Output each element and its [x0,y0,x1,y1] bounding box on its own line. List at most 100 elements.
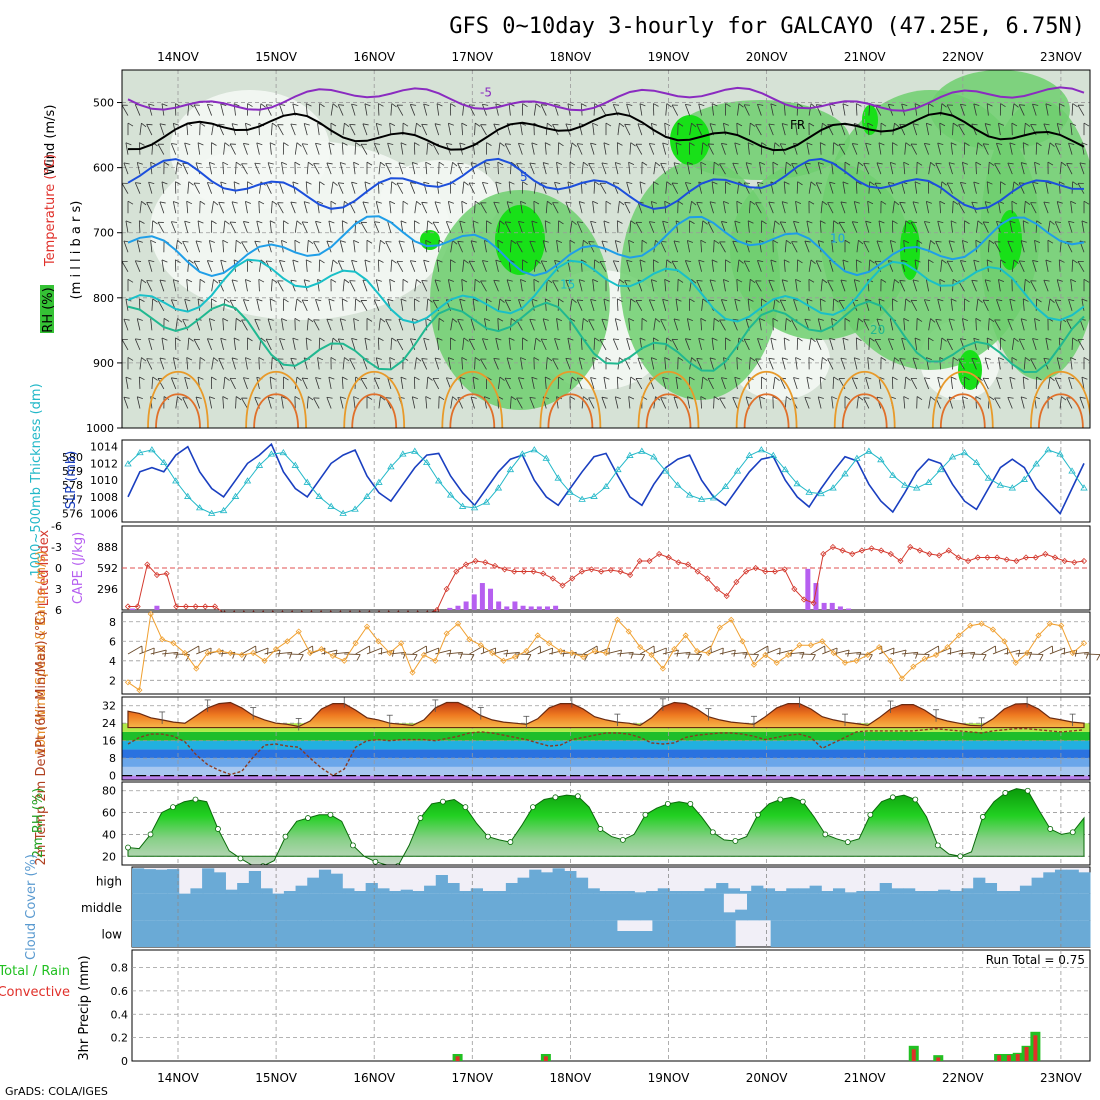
precip-axis: 00.20.40.60.8 [111,962,129,1068]
wind-barb [808,357,815,370]
wind-barb [447,122,454,136]
wind-barb [709,357,716,370]
wind-barb [599,260,607,272]
wind-barb [206,182,214,194]
precip-convective-bar [997,1055,1002,1061]
cloud-cell [794,920,807,947]
wind-barb [351,103,358,116]
rh-point [664,800,671,807]
wind-barb [768,201,775,214]
wind-barb [174,259,181,272]
date-label-bottom: 14NOV [157,1071,199,1085]
ylabel-wind10m: 10m Wind Speed & Barbs (m/s) [34,551,49,756]
wind-barb [556,318,563,331]
wind-barb [806,376,813,390]
cloud-cell [664,893,677,921]
cloud-cell [751,885,764,894]
wind-barb [662,142,669,155]
wind-barb [326,162,333,175]
wind-barb [840,279,847,292]
li-point [192,603,199,610]
wind-barb [677,200,684,214]
wind-barb [635,378,643,390]
precip-convective-bar [1024,1046,1029,1061]
wind-barb [772,318,779,331]
wind-barb [601,396,608,409]
wind-barb [796,259,803,272]
wind-barb [482,103,489,116]
cloud-cell [995,893,1008,921]
cloud-cell [634,892,647,894]
wind-barb [964,220,970,233]
cloud-cell [412,891,425,894]
wind-barb [856,240,864,253]
wind-barb [385,162,392,175]
wind-barb [827,280,834,292]
legend-total-rain: Total / Rain [0,964,70,979]
wind-barb [689,201,697,214]
wind-barb [389,122,396,136]
wind-barb [950,220,957,233]
wind-barb-10m [241,645,257,655]
wind-barb [749,200,756,214]
wind-barb [755,124,762,136]
thickness-point [602,482,610,490]
wind-barb [759,318,766,331]
wind-barb [516,397,523,409]
cloud-cell [1066,893,1079,921]
wind-barb [999,181,1006,194]
cloud-cell [616,931,630,947]
cloud-cell [605,920,618,947]
isotherm-label: FR [790,118,805,132]
wind-barb [838,221,846,233]
wind-barb [988,161,995,175]
wind-barb [975,161,982,175]
precip-convective-bar [1015,1053,1020,1061]
isotherm-line [127,258,1085,324]
cloud-cell [948,920,961,947]
wind-barb [461,357,468,370]
li-point [443,585,450,593]
wind-barb [330,259,338,272]
cape-bar [837,606,843,610]
wind-barb [353,239,360,253]
wind-barb [127,200,134,214]
wind-barb [650,201,657,214]
wind-barb [903,318,910,331]
wind-barb [855,259,862,272]
wind-barb [975,239,982,253]
wind-speed-point [238,651,245,659]
rh-point [979,814,986,820]
wind-barb [737,103,744,116]
cape-bar [455,605,461,610]
wind-barb [353,318,360,331]
cloud-cell [498,893,511,921]
pressure-tick-label: 600 [93,162,114,175]
date-label-top: 15NOV [255,50,297,64]
wind-barb [330,278,337,292]
cape-bar [488,588,494,610]
wind-barb [533,259,541,272]
wind-barb [1034,240,1041,253]
cloud-cell [877,920,890,947]
wind-barb [1083,122,1090,136]
wind-barb [865,142,872,155]
wind-barb [948,318,955,331]
wind-barb [707,143,714,155]
cloud-cell [510,920,523,947]
wind-barb [865,377,872,390]
li-point [144,561,151,568]
cloud-cell [285,893,299,921]
wind-barb [122,260,129,272]
cloud-cell [321,893,334,921]
wind-barb [590,142,597,155]
wind-barb [923,143,931,155]
wind-barb [701,298,708,311]
wind-barb [856,161,864,175]
wind-barb [362,123,369,136]
wind-barb [292,259,299,272]
wind-barb [159,279,166,292]
wind-barb [1045,103,1052,116]
ylabel-slp: SLP (mb) [64,451,79,510]
cape-bar [520,605,526,610]
